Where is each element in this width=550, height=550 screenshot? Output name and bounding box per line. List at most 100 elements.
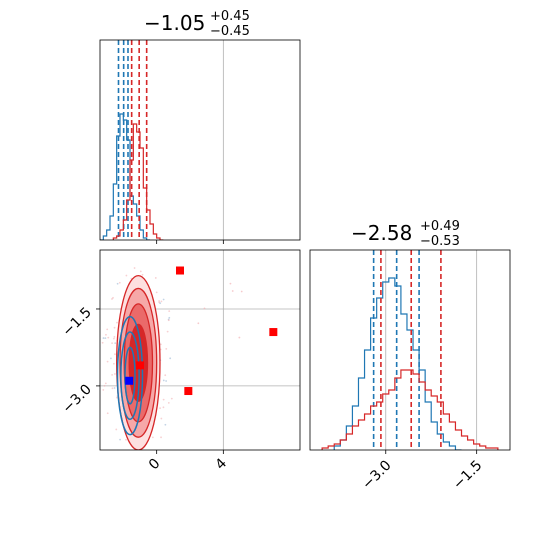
bl-scatter-point (231, 290, 234, 292)
bl-scatter-point (141, 273, 144, 276)
bl-scatter-point (168, 310, 171, 313)
bl-scatter-point (240, 290, 243, 293)
bl-red-marker-2 (184, 387, 193, 396)
tl-axes-frame (99, 39, 301, 241)
bl-red-marker-0 (176, 266, 184, 275)
bl-scatter-point (162, 298, 165, 301)
bl-scatter-point (167, 402, 170, 404)
bl-scatter-point (125, 274, 128, 277)
bl-scatter-point (116, 282, 119, 285)
bl-scatter-point (162, 398, 165, 401)
bl-scatter-point (159, 343, 162, 346)
br-hist-series-1 (321, 369, 499, 450)
bl-scatter-point (104, 337, 107, 340)
bl-scatter-point (105, 333, 107, 336)
bl-scatter-point (139, 270, 142, 273)
bl-scatter-point (167, 319, 170, 322)
bl-scatter-point (159, 407, 161, 410)
bl-scatter-point (162, 406, 165, 409)
bl-scatter-point (170, 397, 173, 400)
bl-scatter-point (114, 353, 116, 356)
bl-scatter-point (113, 326, 116, 329)
bl-scatter-point (133, 267, 136, 269)
bl-scatter-point (158, 301, 161, 304)
bl-scatter-point (138, 456, 140, 458)
bl-scatter-point (111, 373, 114, 376)
title-bottom-right-sub: −0.53 (420, 234, 460, 249)
bl-scatter-point (165, 348, 168, 350)
br-axes-frame (309, 249, 511, 451)
bl-blue-contour-level-1 (120, 331, 140, 420)
bl-scatter-point (154, 277, 157, 279)
title-bottom-right-sup: +0.49 (420, 219, 460, 234)
bl-scatter-point (107, 336, 110, 339)
bl-scatter-point (238, 336, 241, 339)
tl-hist-series-1 (112, 123, 164, 240)
br-xtick-label-1: −1.5 (450, 458, 485, 493)
bl-scatter-point (115, 428, 118, 431)
bl-ytick-label-0: −1.5 (59, 304, 94, 339)
bl-scatter-point (160, 300, 163, 303)
title-top-left-main: −1.05 (144, 11, 205, 35)
bl-blue-contour-level-2 (116, 315, 144, 436)
bl-red-marker-3 (136, 361, 144, 370)
bl-scatter-point (112, 337, 115, 340)
bl-scatter-point (113, 373, 116, 375)
tl-hist-series-0 (100, 113, 150, 240)
title-bottom-right-main: −2.58 (351, 221, 412, 245)
bl-scatter-point (155, 291, 158, 294)
bl-scatter-point (164, 374, 167, 377)
bl-scatter-point (203, 307, 206, 310)
bl-scatter-point (160, 436, 162, 439)
bl-scatter-point (103, 384, 106, 387)
br-xtick-label-0: −3.0 (359, 458, 394, 493)
bl-scatter-point (113, 387, 116, 389)
bl-scatter-point (116, 321, 118, 324)
bottom-right-plot-area (321, 250, 499, 450)
bl-scatter-point (102, 389, 105, 391)
bl-scatter-point (104, 382, 107, 385)
bl-scatter-point (197, 322, 200, 325)
bl-scatter-point (125, 438, 127, 441)
bl-scatter-point (113, 362, 115, 365)
bl-scatter-point (146, 453, 148, 455)
bottom-left-plot-area (100, 250, 300, 458)
bl-xtick-label-1: 4 (213, 455, 231, 473)
bl-scatter-point (151, 436, 154, 439)
bl-scatter-point (110, 357, 112, 360)
bl-xtick-label-0: 0 (146, 456, 164, 474)
title-top-left-sup: +0.45 (210, 9, 250, 24)
br-hist-series-0 (333, 277, 462, 450)
bl-scatter-point (101, 341, 104, 344)
top-left-plot-area (100, 40, 224, 240)
bl-scatter-point (106, 328, 109, 331)
bl-scatter-point (112, 296, 114, 299)
bl-axes-frame (99, 249, 301, 451)
bl-scatter-point (229, 282, 232, 285)
bl-scatter-point (106, 360, 109, 363)
bl-blue-marker-0 (125, 376, 134, 385)
bl-scatter-point (166, 330, 169, 333)
title-bottom-right: −2.58 +0.49 −0.53 (351, 219, 460, 249)
bl-scatter-point (102, 337, 105, 339)
bl-blue-contour-level-0 (124, 346, 136, 405)
bl-scatter-point (162, 379, 165, 382)
bl-scatter-point (106, 412, 109, 415)
bl-scatter-point (119, 438, 121, 441)
bl-scatter-point (164, 423, 167, 426)
title-top-left-sub: −0.45 (210, 24, 250, 39)
bl-scatter-point (158, 300, 161, 302)
bl-ytick-label-1: −3.0 (59, 381, 94, 416)
bl-scatter-point (113, 335, 116, 338)
bl-scatter-point (165, 380, 168, 382)
bl-scatter-point (169, 357, 172, 360)
bl-scatter-point (111, 342, 113, 345)
title-top-left: −1.05 +0.45 −0.45 (144, 9, 250, 39)
bl-scatter-point (160, 417, 163, 420)
bl-scatter-point (116, 396, 118, 399)
bl-scatter-point (114, 342, 117, 345)
bl-red-marker-1 (269, 328, 278, 337)
bl-scatter-point (118, 281, 121, 284)
